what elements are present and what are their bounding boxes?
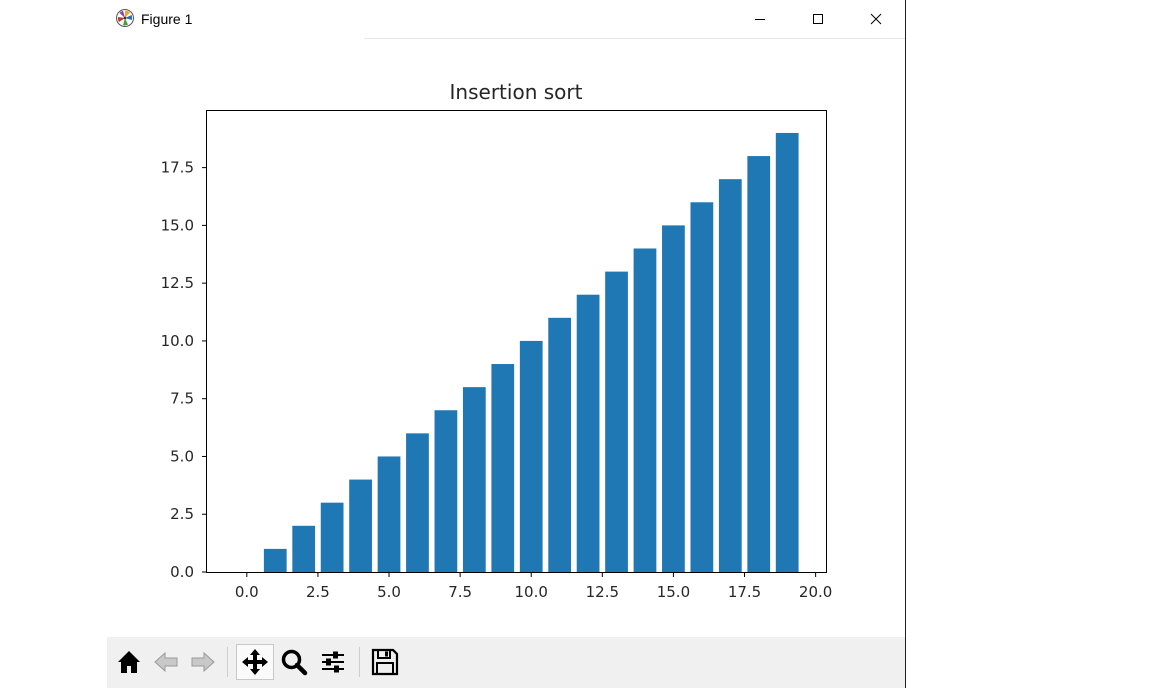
arrow-left-icon [154,651,178,673]
forward-button[interactable] [185,644,221,680]
save-button[interactable] [366,644,404,680]
figure-window: Figure 1 Insertion sort 0.0 2.5 5.0 7.5 10.0… [107,0,906,688]
bar-10 [519,340,543,572]
bar-2 [292,525,316,572]
title-bar-divider [365,38,906,39]
bar-5 [377,456,401,572]
window-title: Figure 1 [141,11,193,27]
y-tick-label: 2.5 [170,505,194,523]
x-tick-label: 15.0 [657,583,690,601]
bar-7 [434,410,458,572]
x-tick-label: 7.5 [448,583,472,601]
figure-canvas[interactable]: Insertion sort 0.0 2.5 5.0 7.5 10.0 12.5 15.0 1… [107,39,906,637]
configure-subplots-button[interactable] [314,644,352,680]
maximize-button[interactable] [789,0,847,38]
bar-chart: Insertion sort 0.0 2.5 5.0 7.5 10.0 12.5 15.0 1… [161,80,833,601]
floppy-disk-icon [371,648,399,676]
pan-button[interactable] [236,644,274,680]
bar-13 [605,271,628,572]
bar-12 [576,294,600,572]
bar-14 [633,248,657,573]
zoom-button[interactable] [275,644,313,680]
minimize-button[interactable] [731,0,789,38]
back-button[interactable] [148,644,184,680]
bar-9 [491,364,515,572]
x-tick-label: 20.0 [799,583,832,601]
y-tick-label: 17.5 [161,159,194,177]
maximize-icon [813,14,823,24]
axes-frame [206,110,827,573]
matplotlib-logo-icon [116,9,134,27]
x-tick-label: 2.5 [306,583,330,601]
x-tick-label: 10.0 [515,583,548,601]
arrow-right-icon [191,651,215,673]
bar-6 [406,433,429,572]
move-icon [242,649,268,675]
title-bar: Figure 1 [107,0,906,39]
bar-19 [775,132,799,572]
x-tick-label: 17.5 [728,583,761,601]
y-tick-label: 0.0 [170,563,194,581]
bar-3 [320,502,344,572]
bar-1 [263,548,287,572]
window-border [905,0,906,688]
magnifier-icon [281,649,308,676]
sliders-icon [322,651,344,673]
close-button[interactable] [847,0,905,38]
navigation-toolbar [107,637,906,688]
bar-4 [349,479,372,572]
bar-11 [548,317,572,572]
y-tick-label: 7.5 [170,390,194,408]
bar-15 [662,225,685,572]
x-tick-label: 12.5 [586,583,619,601]
y-tick-label: 15.0 [161,216,194,234]
home-icon [118,651,140,673]
close-icon [870,13,882,25]
x-tick-label: 0.0 [235,583,259,601]
y-tick-label: 12.5 [161,274,194,292]
home-button[interactable] [111,644,147,680]
x-tick-label: 5.0 [377,583,401,601]
bar-17 [718,179,742,573]
toolbar-separator [359,647,360,677]
bar-16 [690,202,714,572]
bar-8 [462,387,486,572]
bar-18 [747,156,771,572]
y-tick-label: 5.0 [170,447,194,465]
toolbar-separator [227,647,228,677]
minimize-icon [755,19,765,20]
y-tick-label: 10.0 [161,332,194,350]
chart-title: Insertion sort [450,80,583,104]
